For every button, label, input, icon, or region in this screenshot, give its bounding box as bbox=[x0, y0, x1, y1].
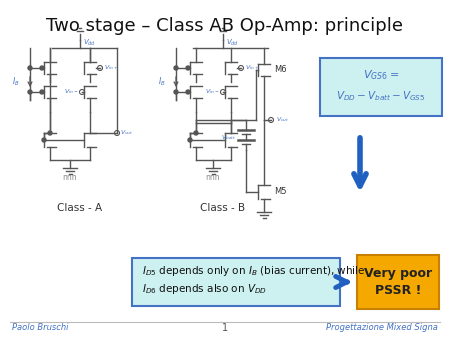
Text: $V_{batt}$: $V_{batt}$ bbox=[220, 134, 236, 142]
Text: $V_{in+}$: $V_{in+}$ bbox=[245, 64, 259, 72]
Text: $V_{DD}-V_{batt}-V_{GS5}$: $V_{DD}-V_{batt}-V_{GS5}$ bbox=[336, 89, 426, 103]
Text: M6: M6 bbox=[274, 66, 287, 74]
Circle shape bbox=[42, 138, 46, 142]
FancyBboxPatch shape bbox=[132, 258, 340, 306]
Circle shape bbox=[48, 131, 52, 135]
Text: $V_{dd}$: $V_{dd}$ bbox=[83, 38, 96, 48]
Circle shape bbox=[28, 66, 32, 70]
Circle shape bbox=[28, 90, 32, 94]
Text: $I_{D6}$ depends also on $V_{DD}$: $I_{D6}$ depends also on $V_{DD}$ bbox=[142, 282, 267, 296]
Text: $V_{out}$: $V_{out}$ bbox=[276, 116, 289, 124]
Circle shape bbox=[194, 131, 198, 135]
Text: $V_{dd}$: $V_{dd}$ bbox=[226, 38, 239, 48]
Circle shape bbox=[186, 90, 190, 94]
Circle shape bbox=[186, 66, 190, 70]
Text: Progettazione Mixed Signa: Progettazione Mixed Signa bbox=[326, 323, 438, 333]
Text: Paolo Bruschi: Paolo Bruschi bbox=[12, 323, 68, 333]
Text: $I_B$: $I_B$ bbox=[158, 76, 166, 88]
Text: nnn: nnn bbox=[63, 173, 77, 183]
Text: $V_{GS6} =$: $V_{GS6} =$ bbox=[363, 68, 399, 82]
Circle shape bbox=[40, 66, 44, 70]
FancyBboxPatch shape bbox=[320, 58, 442, 116]
Text: $V_{in+}$: $V_{in+}$ bbox=[104, 64, 118, 72]
Text: M5: M5 bbox=[274, 188, 287, 196]
Text: 1: 1 bbox=[222, 323, 228, 333]
Text: $I_B$: $I_B$ bbox=[13, 76, 20, 88]
Text: PSSR !: PSSR ! bbox=[375, 285, 421, 297]
Text: $I_{D5}$ depends only on $I_B$ (bias current), while: $I_{D5}$ depends only on $I_B$ (bias cur… bbox=[142, 264, 365, 278]
Circle shape bbox=[174, 90, 178, 94]
Text: nnn: nnn bbox=[206, 173, 220, 183]
Text: $V_{in-}$: $V_{in-}$ bbox=[205, 88, 219, 96]
Circle shape bbox=[188, 138, 192, 142]
Circle shape bbox=[40, 90, 44, 94]
FancyBboxPatch shape bbox=[357, 255, 439, 309]
Text: Class - A: Class - A bbox=[58, 203, 103, 213]
Text: $V_{in-}$: $V_{in-}$ bbox=[63, 88, 78, 96]
Text: Very poor: Very poor bbox=[364, 266, 432, 280]
Text: Two stage – Class AB Op-Amp: principle: Two stage – Class AB Op-Amp: principle bbox=[46, 17, 404, 35]
Text: $V_{out}$: $V_{out}$ bbox=[120, 128, 134, 138]
Text: Class - B: Class - B bbox=[200, 203, 246, 213]
Circle shape bbox=[174, 66, 178, 70]
